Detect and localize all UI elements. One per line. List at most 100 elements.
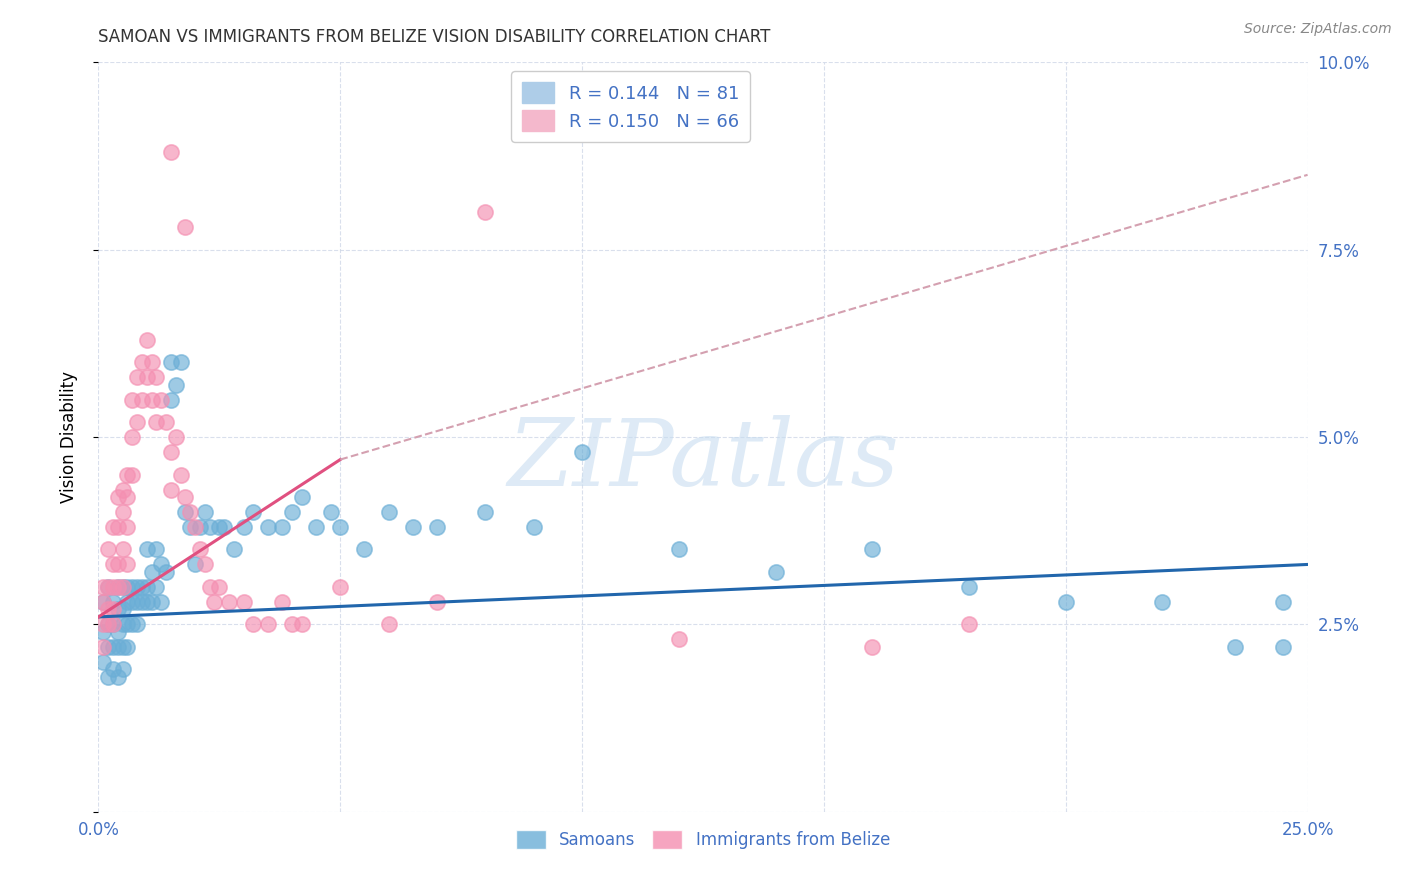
Point (117, 467, 139, 482)
Point (97, 602, 120, 616)
Point (218, 595, 240, 609)
Point (131, 392, 153, 407)
Point (117, 520, 139, 534)
Point (155, 415, 177, 429)
Point (107, 602, 129, 616)
Point (194, 505, 217, 519)
Point (121, 580, 143, 594)
Point (111, 505, 134, 519)
Point (97, 640, 120, 654)
Text: ZIPatlas: ZIPatlas (508, 415, 898, 505)
Point (353, 542, 375, 557)
Point (179, 505, 201, 519)
Point (141, 392, 163, 407)
Point (121, 595, 143, 609)
Point (101, 595, 124, 609)
Point (111, 617, 134, 632)
Point (426, 595, 449, 609)
Point (97, 542, 120, 557)
Point (668, 542, 690, 557)
Point (402, 520, 425, 534)
Point (101, 580, 124, 594)
Point (111, 602, 134, 616)
Point (179, 520, 201, 534)
Point (91, 595, 114, 609)
Point (135, 333, 157, 347)
Point (131, 580, 153, 594)
Point (377, 617, 399, 632)
Point (160, 445, 183, 459)
Point (121, 430, 143, 444)
Point (121, 617, 143, 632)
Point (232, 595, 254, 609)
Point (107, 670, 129, 684)
Point (101, 662, 124, 676)
Point (242, 505, 264, 519)
Point (290, 617, 312, 632)
Point (131, 355, 153, 369)
Point (150, 392, 173, 407)
Point (765, 565, 787, 579)
Point (957, 617, 980, 632)
Point (523, 520, 546, 534)
Point (174, 490, 197, 504)
Point (208, 520, 231, 534)
Point (1272, 595, 1295, 609)
Point (91, 595, 114, 609)
Point (111, 640, 134, 654)
Point (97, 617, 120, 632)
Point (571, 445, 593, 459)
Point (169, 355, 191, 369)
Point (107, 520, 129, 534)
Point (155, 565, 177, 579)
Point (127, 370, 149, 384)
Point (117, 617, 139, 632)
Point (271, 520, 294, 534)
Text: Source: ZipAtlas.com: Source: ZipAtlas.com (1244, 22, 1392, 37)
Point (184, 520, 207, 534)
Point (145, 542, 167, 557)
Point (141, 595, 163, 609)
Point (188, 520, 211, 534)
Point (141, 355, 163, 369)
Y-axis label: Vision Disability: Vision Disability (59, 371, 77, 503)
Point (668, 632, 690, 647)
Point (97, 670, 120, 684)
Point (97, 580, 120, 594)
Point (107, 640, 129, 654)
Point (329, 580, 352, 594)
Point (188, 542, 211, 557)
Point (101, 617, 124, 632)
Point (121, 467, 143, 482)
Point (174, 220, 197, 235)
Point (111, 580, 134, 594)
Point (91, 655, 114, 669)
Point (91, 640, 114, 654)
Point (860, 542, 883, 557)
Point (160, 145, 183, 160)
Legend: Samoans, Immigrants from Belize: Samoans, Immigrants from Belize (509, 823, 897, 855)
Point (127, 595, 149, 609)
Point (117, 490, 139, 504)
Point (426, 520, 449, 534)
Point (160, 483, 183, 497)
Point (135, 580, 157, 594)
Point (319, 505, 342, 519)
Point (101, 640, 124, 654)
Point (1054, 595, 1077, 609)
Point (474, 205, 496, 219)
Point (222, 542, 245, 557)
Point (150, 558, 173, 572)
Point (117, 595, 139, 609)
Point (117, 558, 139, 572)
Point (377, 505, 399, 519)
Point (1223, 640, 1246, 654)
Point (131, 595, 153, 609)
Point (1152, 595, 1174, 609)
Point (91, 617, 114, 632)
Point (117, 640, 139, 654)
Point (160, 355, 183, 369)
Point (107, 490, 129, 504)
Point (160, 392, 183, 407)
Point (165, 377, 187, 392)
